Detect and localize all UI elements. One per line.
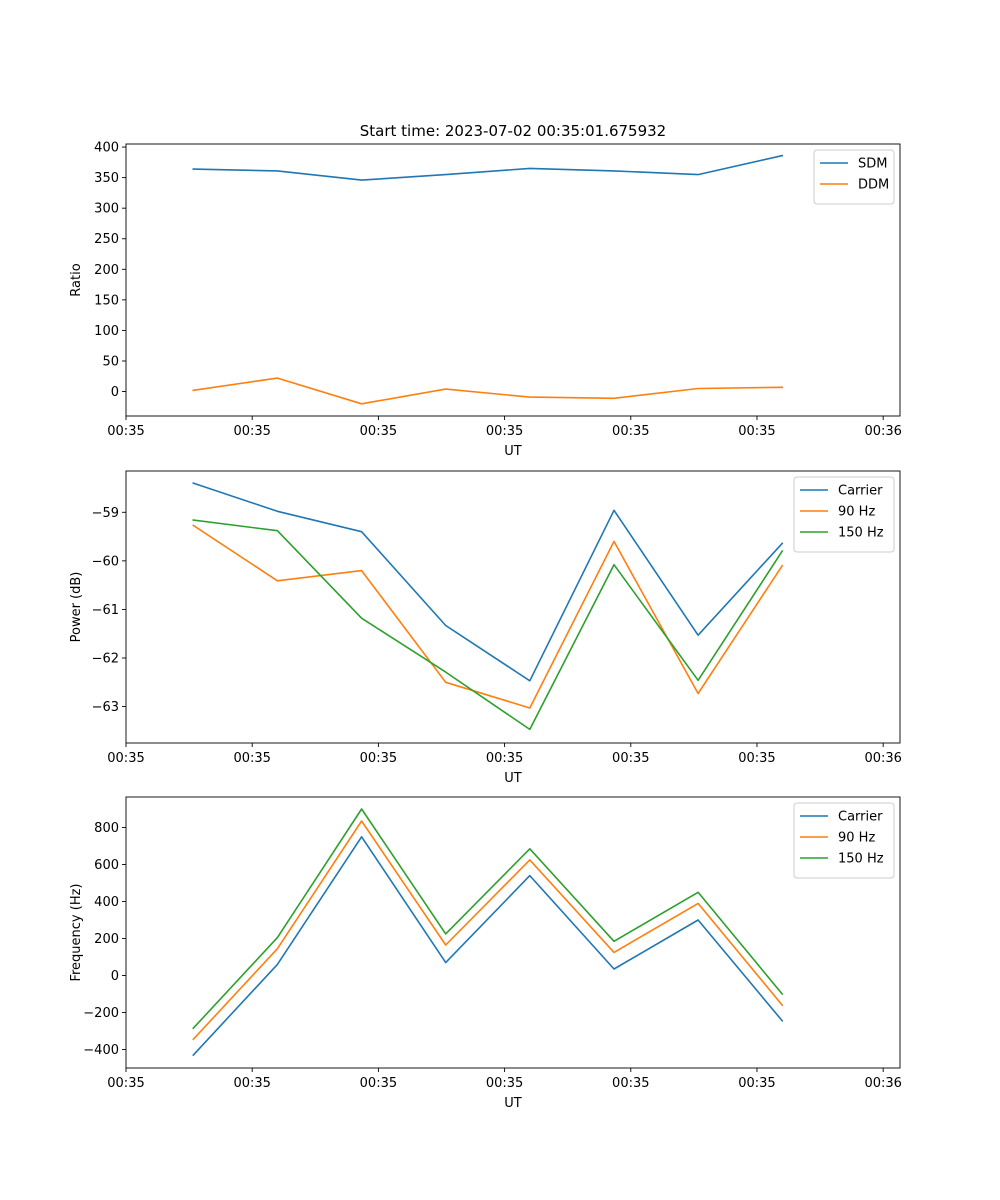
ratio-y-tick-label: 250 — [94, 232, 119, 247]
frequency-x-tick-label: 00:35 — [486, 1076, 523, 1091]
ratio-y-tick-label: 50 — [102, 354, 119, 369]
power-y-tick-label: −62 — [92, 652, 119, 667]
ratio-x-axis-label: UT — [504, 444, 522, 459]
frequency-axes-frame — [125, 796, 901, 1069]
frequency-legend-label-90-hz: 90 Hz — [838, 831, 875, 846]
ratio-series-sdm-line — [192, 154, 784, 181]
power-x-tick-label: 00:35 — [612, 751, 649, 766]
ratio-y-tick-label: 350 — [94, 171, 119, 186]
frequency-x-tick-label: 00:35 — [233, 1076, 270, 1091]
frequency-x-tick-label: 00:35 — [612, 1076, 649, 1091]
ratio-x-tick-label: 00:35 — [233, 424, 270, 439]
power-x-tick-label: 00:36 — [864, 751, 901, 766]
frequency-legend-box — [793, 802, 895, 879]
panels-group: 00:35 00:35 00:35 00:35 00:35 00:35 00:36 0 50 10… — [69, 141, 902, 1111]
frequency-y-tick-label: 200 — [94, 932, 119, 947]
power-x-tick-label: 00:35 — [738, 751, 775, 766]
frequency-series-90-hz-line — [192, 820, 784, 1041]
frequency-legend-label-150-hz: 150 Hz — [838, 852, 884, 867]
ratio-panel: 00:35 00:35 00:35 00:35 00:35 00:35 00:36 0 50 10… — [69, 141, 902, 459]
frequency-y-tick-label: 0 — [111, 969, 119, 984]
frequency-series-150-hz-line — [192, 808, 784, 1030]
frequency-y-tick-label: 600 — [94, 858, 119, 873]
power-legend-box — [793, 476, 895, 553]
power-series-90-hz-line — [192, 524, 784, 709]
ratio-axes-frame — [125, 143, 901, 417]
figure-title: Start time: 2023-07-02 00:35:01.675932 — [360, 122, 666, 140]
power-legend-label-150-hz: 150 Hz — [838, 526, 884, 541]
power-y-tick-label: −59 — [92, 506, 119, 521]
ratio-y-tick-label: 0 — [111, 385, 119, 400]
frequency-y-axis-label: Frequency (Hz) — [69, 883, 84, 981]
frequency-panel: 00:35 00:35 00:35 00:35 00:35 00:35 00:36 −400 −… — [69, 796, 902, 1111]
ratio-x-tick-label: 00:35 — [107, 424, 144, 439]
power-y-tick-label: −60 — [92, 554, 119, 569]
ratio-legend-label-ddm: DDM — [858, 178, 889, 193]
power-axes-frame — [125, 470, 901, 744]
frequency-y-tick-label: 800 — [94, 821, 119, 836]
power-legend-label-carrier: Carrier — [838, 484, 883, 499]
frequency-y-tick-label: 400 — [94, 895, 119, 910]
ratio-y-tick-label: 150 — [94, 293, 119, 308]
power-x-tick-label: 00:35 — [486, 751, 523, 766]
ratio-y-axis-label: Ratio — [69, 263, 84, 296]
power-x-tick-label: 00:35 — [233, 751, 270, 766]
frequency-x-tick-label: 00:36 — [864, 1076, 901, 1091]
ratio-legend-label-sdm: SDM — [858, 157, 887, 172]
power-legend: Carrier 90 Hz 150 Hz — [793, 476, 895, 553]
ratio-x-tick-label: 00:35 — [612, 424, 649, 439]
ratio-y-tick-label: 400 — [94, 141, 119, 156]
frequency-y-tick-label: −200 — [83, 1006, 119, 1021]
frequency-x-tick-label: 00:35 — [738, 1076, 775, 1091]
ratio-y-tick-label: 200 — [94, 263, 119, 278]
ratio-legend: SDM DDM — [813, 149, 895, 205]
frequency-x-tick-label: 00:35 — [360, 1076, 397, 1091]
frequency-x-axis-label: UT — [504, 1096, 522, 1111]
ratio-x-tick-label: 00:35 — [738, 424, 775, 439]
power-y-tick-label: −63 — [92, 700, 119, 715]
power-series-150-hz-line — [192, 519, 784, 731]
frequency-x-tick-label: 00:35 — [107, 1076, 144, 1091]
ratio-x-tick-label: 00:35 — [360, 424, 397, 439]
power-x-tick-label: 00:35 — [107, 751, 144, 766]
power-y-axis-label: Power (dB) — [69, 572, 84, 643]
frequency-y-tick-label: −400 — [83, 1043, 119, 1058]
frequency-legend: Carrier 90 Hz 150 Hz — [793, 802, 895, 879]
power-y-tick-label: −61 — [92, 603, 119, 618]
ratio-y-tick-label: 300 — [94, 202, 119, 217]
frequency-legend-label-carrier: Carrier — [838, 810, 883, 825]
power-series-carrier-line — [192, 482, 784, 682]
power-x-axis-label: UT — [504, 771, 522, 786]
ratio-series-ddm-line — [192, 377, 784, 405]
power-panel: 00:35 00:35 00:35 00:35 00:35 00:35 00:36 −63 −6… — [69, 470, 902, 786]
power-x-tick-label: 00:35 — [360, 751, 397, 766]
ratio-x-tick-label: 00:35 — [486, 424, 523, 439]
power-legend-label-90-hz: 90 Hz — [838, 505, 875, 520]
ratio-y-tick-label: 100 — [94, 324, 119, 339]
ratio-x-tick-label: 00:36 — [864, 424, 901, 439]
frequency-series-carrier-line — [192, 835, 784, 1057]
